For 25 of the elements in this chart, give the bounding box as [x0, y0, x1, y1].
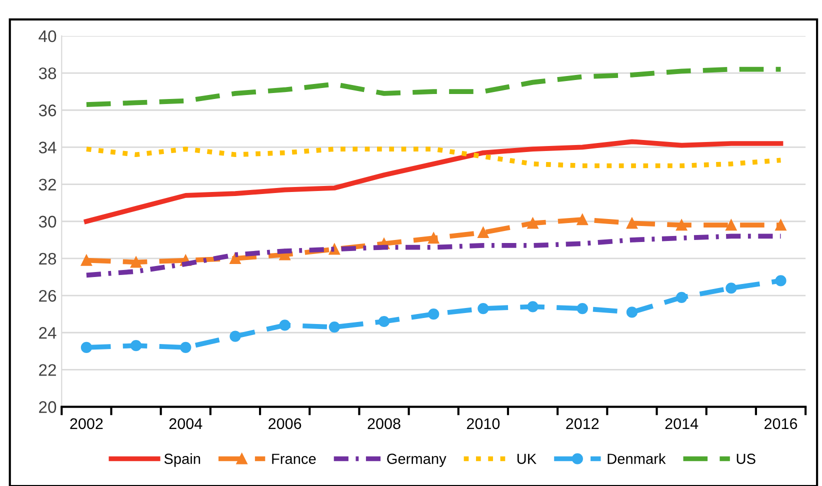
legend-label: US: [736, 454, 756, 464]
y-tick-label: 26: [39, 290, 56, 302]
y-tick-label: 22: [39, 364, 56, 376]
x-tick-label: 2002: [70, 418, 103, 430]
x-tick-label: 2008: [368, 418, 400, 430]
y-tick-label: 30: [38, 216, 56, 228]
x-tick-label: 2010: [466, 418, 500, 430]
x-tick-label: 2016: [764, 418, 798, 430]
x-tick-label: 2006: [268, 418, 302, 430]
legend-label: Spain: [164, 453, 200, 467]
x-tick-label: 2012: [566, 418, 599, 430]
y-tick-label: 32: [38, 178, 56, 190]
legend-label: UK: [517, 454, 536, 464]
y-tick-label: 20: [39, 401, 56, 413]
y-tick-label: 36: [38, 104, 56, 116]
legend-label: Denmark: [608, 453, 666, 464]
y-tick-label: 38: [38, 67, 56, 80]
x-tick-label: 2004: [169, 418, 202, 430]
legend-label: France: [272, 454, 316, 464]
y-tick-label: 28: [39, 252, 56, 265]
legend-label: Germany: [387, 454, 446, 467]
x-tick-label: 2014: [665, 418, 698, 430]
y-tick-label: 34: [38, 142, 56, 154]
y-tick-label: 40: [38, 30, 56, 42]
y-tick-label: 24: [39, 327, 56, 339]
